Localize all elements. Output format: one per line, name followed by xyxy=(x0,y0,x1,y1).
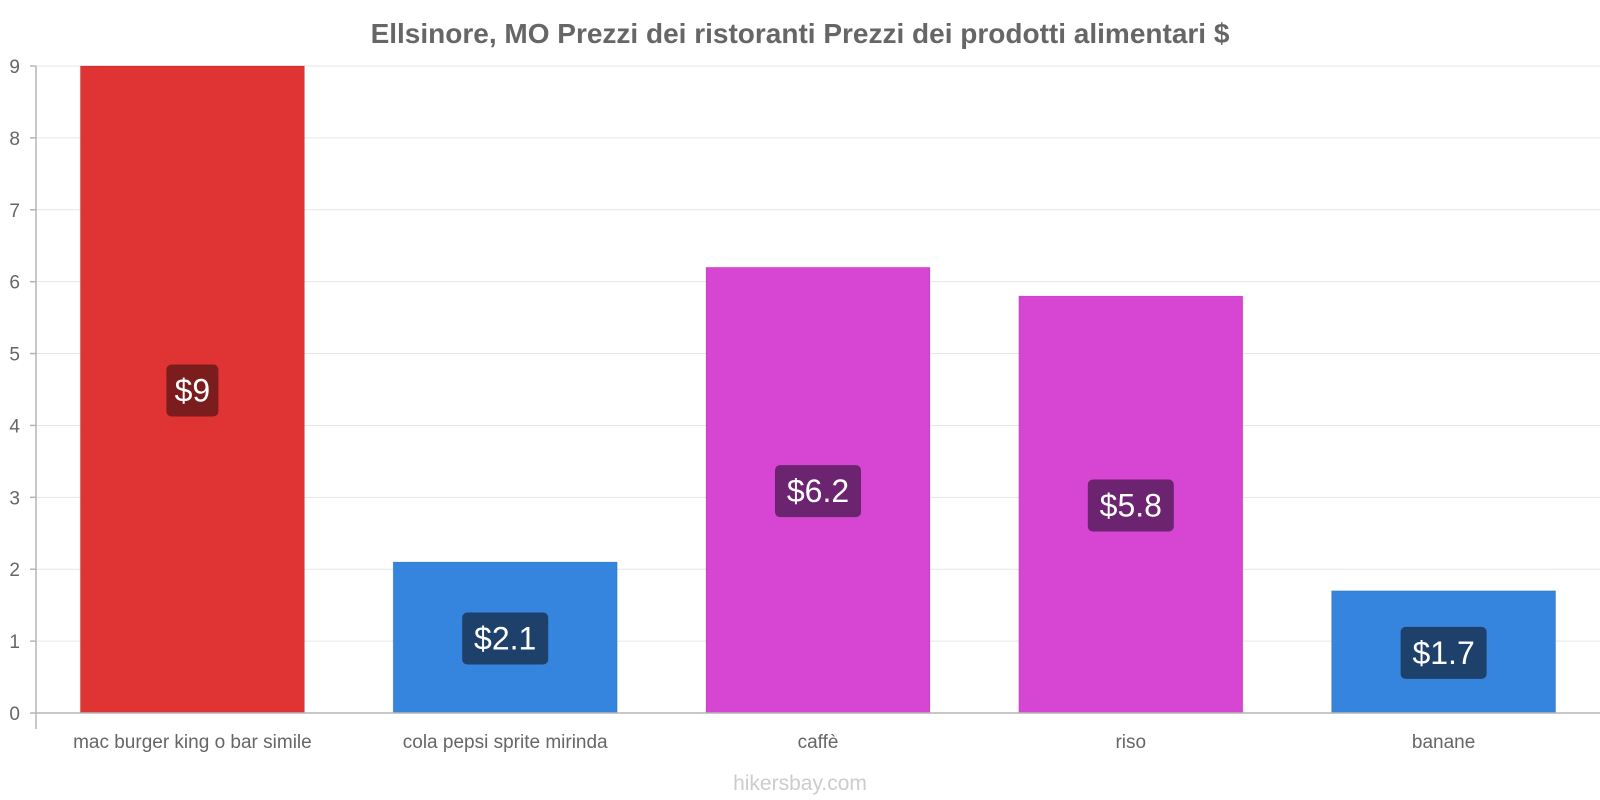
y-tick-label: 4 xyxy=(9,416,20,437)
x-category-label: riso xyxy=(1115,732,1146,753)
x-axis-labels: mac burger king o bar simile cola pepsi s… xyxy=(73,732,1475,753)
x-category-label: mac burger king o bar simile xyxy=(73,732,312,753)
y-tick-label: 9 xyxy=(9,57,20,78)
x-category-label: cola pepsi sprite mirinda xyxy=(403,732,608,753)
x-category-label: caffè xyxy=(798,732,839,753)
y-tick-label: 3 xyxy=(9,488,20,509)
value-label-box xyxy=(166,364,219,417)
value-label: $1.7 xyxy=(1412,635,1474,671)
bar[interactable] xyxy=(79,65,305,714)
y-tick-label: 5 xyxy=(9,345,20,366)
y-tick-label: 6 xyxy=(9,273,20,294)
y-tick-label: 1 xyxy=(9,632,20,653)
bars xyxy=(79,65,1557,714)
value-label-box xyxy=(775,465,861,518)
y-axis-ticks: 0 1 2 3 4 5 6 7 8 9 xyxy=(9,57,36,725)
value-label-box xyxy=(1400,626,1487,679)
value-label-box xyxy=(1087,479,1174,532)
y-tick-label: 2 xyxy=(9,560,20,581)
y-tick-label: 8 xyxy=(9,129,20,150)
axes xyxy=(35,66,1600,729)
x-category-label: banane xyxy=(1412,732,1475,753)
value-label: $6.2 xyxy=(787,473,849,509)
value-label: $9 xyxy=(175,373,211,409)
chart-title: Ellsinore, MO Prezzi dei ristoranti Prez… xyxy=(371,18,1230,49)
value-label: $5.8 xyxy=(1100,488,1162,524)
y-tick-label: 7 xyxy=(9,201,20,222)
value-label-box xyxy=(462,612,549,665)
y-tick-label: 0 xyxy=(9,704,20,725)
value-label: $2.1 xyxy=(474,621,536,657)
value-labels: $9 $2.1 $6.2 $5.8 $1.7 xyxy=(166,364,1487,679)
credit-text: hikersbay.com xyxy=(733,772,867,795)
